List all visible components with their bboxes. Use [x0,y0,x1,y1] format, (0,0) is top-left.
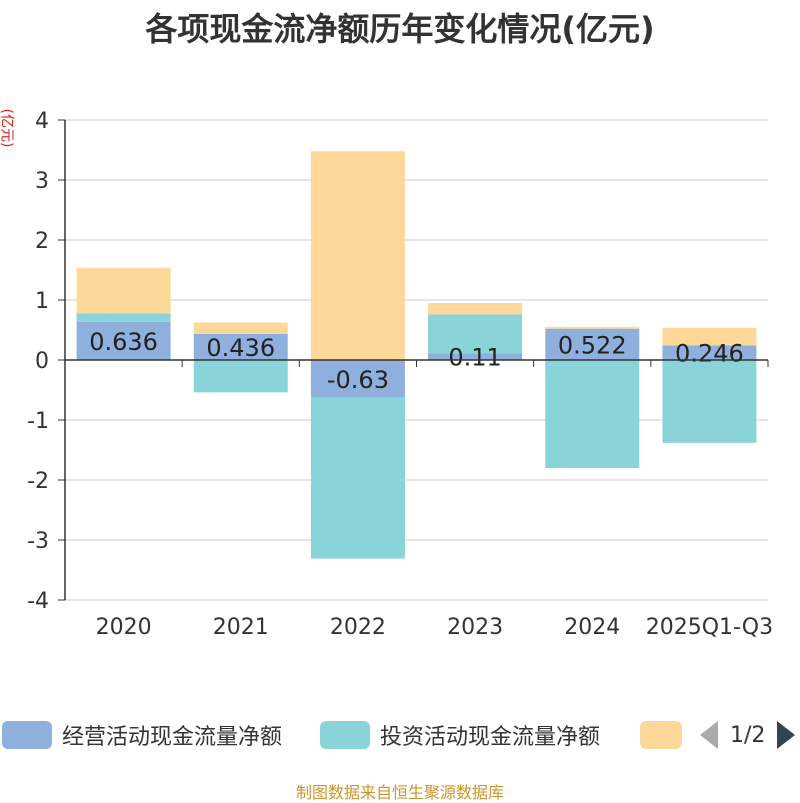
prev-page-icon[interactable] [700,721,718,749]
bar-investing [76,313,171,322]
x-tick-label: 2021 [213,615,269,640]
y-tick-label: 0 [35,349,49,374]
bar-operating [76,321,171,360]
bar-operating [662,345,757,360]
bar-financing [76,267,171,314]
bar-investing [310,397,405,559]
x-tick-label: 2023 [447,615,503,640]
data-label: 0.436 [206,334,275,362]
x-tick-label: 2024 [564,615,620,640]
bar-investing [428,314,523,354]
bar-financing [662,327,757,346]
data-label: 0.522 [558,331,627,359]
x-tick-label: 2020 [96,615,152,640]
bar-chart: 4 3 2 1 0 -1 -2 -3 -4 0.636 0.436 -0.63 0.11 0.522 0.2… [27,109,773,640]
legend-swatch-operating [2,721,52,749]
legend-page-indicator: 1/2 [730,722,766,748]
bar-operating [193,333,288,360]
data-label: 0.11 [448,344,501,372]
data-source-note: 制图数据来自恒生聚源数据库 [295,783,504,802]
legend-label-operating: 经营活动现金流量净额 [62,725,283,750]
bar-investing [545,360,640,468]
next-page-icon[interactable] [777,721,796,749]
bar-operating [428,353,523,360]
legend-item-financing[interactable] [640,720,682,750]
legend: 经营活动现金流量净额 投资活动现金流量净额 1/2 [0,714,800,754]
legend-item-investing[interactable]: 投资活动现金流量净额 [320,720,600,750]
legend-item-operating[interactable]: 经营活动现金流量净额 [2,720,282,750]
y-tick-label: 3 [35,169,49,194]
y-tick-label: 2 [35,229,49,254]
y-tick-label: -2 [27,469,49,494]
y-tick-label: 1 [35,289,49,314]
bar-investing [662,360,757,443]
legend-pager: 1/2 [700,720,796,750]
bar-financing [545,326,640,329]
bar-financing [310,151,405,360]
y-tick-label: -1 [27,409,49,434]
x-tick-label: 2025Q1-Q3 [646,615,773,640]
data-label: 0.636 [89,328,158,356]
y-tick-label: -4 [27,589,49,614]
y-tick-label: 4 [35,109,49,134]
chart-title: 各项现金流净额历年变化情况(亿元) [145,10,655,48]
bar-investing [193,360,288,393]
bar-financing [193,322,288,334]
legend-swatch-investing [320,721,370,749]
y-tick-label: -3 [27,529,49,554]
legend-label-investing: 投资活动现金流量净额 [380,725,601,750]
legend-swatch-financing [640,721,682,749]
bar-operating [545,328,640,360]
x-tick-label: 2022 [330,615,386,640]
data-label: -0.63 [327,366,389,394]
data-label: 0.246 [675,340,744,368]
bar-financing [428,303,523,315]
bar-operating [310,360,405,398]
